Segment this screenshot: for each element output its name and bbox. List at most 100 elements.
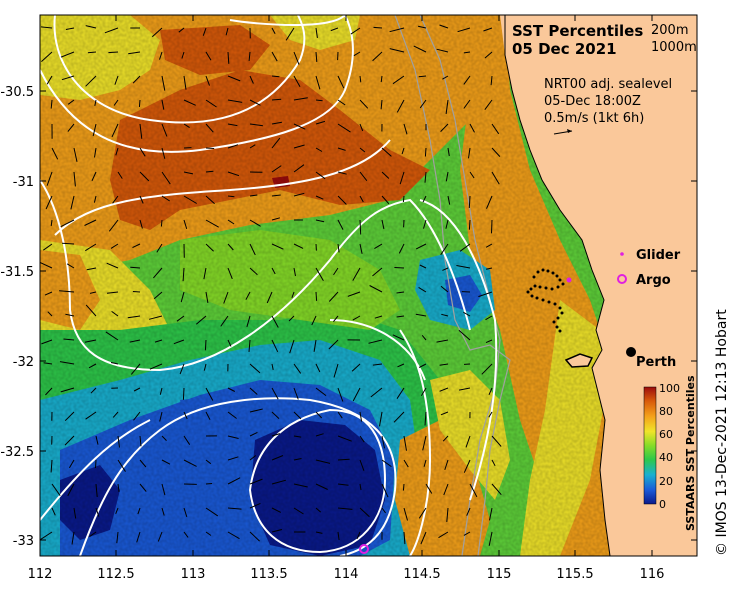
- current-vector: [271, 27, 276, 34]
- current-vector: [182, 387, 185, 400]
- current-vector: [293, 243, 304, 249]
- current-vector: [60, 219, 75, 228]
- current-vector: [227, 507, 242, 510]
- current-vector: [95, 507, 100, 517]
- current-vector: [389, 27, 405, 33]
- current-vector: [439, 363, 449, 366]
- current-vector: [381, 435, 385, 449]
- glider-track-point: [532, 275, 536, 279]
- glider-track-point: [551, 271, 555, 275]
- current-vector: [173, 339, 185, 345]
- current-vector: [41, 339, 53, 345]
- current-vector: [249, 502, 261, 509]
- current-vector: [485, 243, 493, 248]
- current-vector: [285, 27, 295, 41]
- info-line2: 05-Dec 18:00Z: [544, 94, 641, 109]
- current-vector: [423, 219, 427, 229]
- glider-track-point: [535, 296, 539, 300]
- y-tick-label: -33: [13, 534, 34, 549]
- current-vector: [403, 531, 406, 545]
- axis-ticks: [39, 15, 697, 556]
- current-vector: [227, 435, 239, 439]
- current-vector: [271, 75, 280, 78]
- current-vector: [139, 483, 147, 492]
- current-vector: [95, 459, 97, 469]
- current-vector: [293, 387, 299, 400]
- current-vector: [40, 531, 53, 541]
- colorbar-tick: 0: [659, 498, 666, 511]
- current-vector: [315, 195, 324, 200]
- x-axis: 112 112.5 113 113.5 114 114.5 115 115.5 …: [28, 567, 665, 582]
- perth-label: Perth: [636, 355, 676, 370]
- current-vector: [183, 507, 188, 518]
- current-vector: [50, 219, 53, 227]
- current-vector: [181, 51, 185, 59]
- current-vector: [249, 363, 261, 374]
- glider-track-point: [541, 298, 545, 302]
- current-vector: [271, 98, 282, 101]
- glider-track-point: [558, 278, 562, 282]
- current-vector: [151, 27, 163, 38]
- current-vector: [441, 313, 449, 317]
- glider-track-point: [561, 282, 565, 286]
- current-vector: [489, 507, 493, 521]
- current-vector: [90, 387, 97, 394]
- colorbar-tick: 60: [659, 428, 673, 441]
- current-vector: [396, 387, 405, 399]
- current-vector: [337, 531, 340, 541]
- y-axis: -30.5 -31 -31.5 -32 -32.5 -33: [0, 85, 34, 549]
- current-vector: [359, 507, 370, 518]
- current-vector: [359, 219, 362, 235]
- current-vector: [112, 195, 119, 204]
- current-vector: [149, 363, 163, 370]
- current-vector: [444, 459, 449, 471]
- current-vector: [293, 144, 305, 149]
- current-vector: [205, 123, 214, 133]
- current-vector: [115, 147, 119, 156]
- current-vector: [481, 363, 493, 375]
- current-vector: [351, 363, 361, 372]
- current-vector: [130, 266, 141, 269]
- current-vector: [132, 243, 141, 249]
- current-vector: [393, 411, 405, 423]
- current-vector: [70, 195, 75, 210]
- current-vector: [420, 387, 427, 397]
- current-vector: [51, 483, 61, 496]
- current-vector: [67, 123, 75, 132]
- current-vector: [91, 171, 97, 182]
- current-vector: [161, 147, 166, 159]
- current-vector: [440, 285, 449, 293]
- glider-track: [526, 268, 565, 333]
- current-vector: [350, 27, 361, 35]
- current-vector: [227, 219, 235, 225]
- current-vector: [249, 99, 261, 106]
- map-title: SST Percentiles 05 Dec 2021: [512, 22, 643, 58]
- current-vector: [61, 75, 75, 81]
- current-vector: [403, 459, 409, 468]
- current-vector: [60, 51, 75, 58]
- current-vector: [84, 339, 97, 343]
- current-vector: [249, 431, 258, 437]
- current-vector: [245, 291, 251, 300]
- current-vector: [372, 363, 383, 366]
- glider-legend-marker: [620, 252, 624, 256]
- depth-200m: 200m: [651, 23, 689, 38]
- current-vector: [248, 339, 251, 352]
- current-vector: [266, 291, 273, 304]
- current-vector: [182, 267, 185, 282]
- current-vector: [41, 51, 53, 62]
- x-tick-label: 114.5: [403, 567, 440, 582]
- current-vector: [227, 267, 233, 280]
- current-vector: [227, 477, 241, 485]
- current-vector: [333, 267, 339, 276]
- current-vector: [418, 507, 427, 519]
- credit-text: © IMOS 13-Dec-2021 12:13 Hobart: [714, 309, 730, 556]
- current-vector: [139, 435, 142, 447]
- current-vector: [43, 243, 53, 251]
- argo-legend-label: Argo: [636, 273, 671, 288]
- current-vector: [463, 459, 471, 473]
- current-vector: [225, 27, 229, 36]
- current-vector: [112, 411, 119, 418]
- current-vector: [368, 339, 383, 344]
- colorbar-label-text: SSTAARS SST Percentiles: [684, 375, 697, 532]
